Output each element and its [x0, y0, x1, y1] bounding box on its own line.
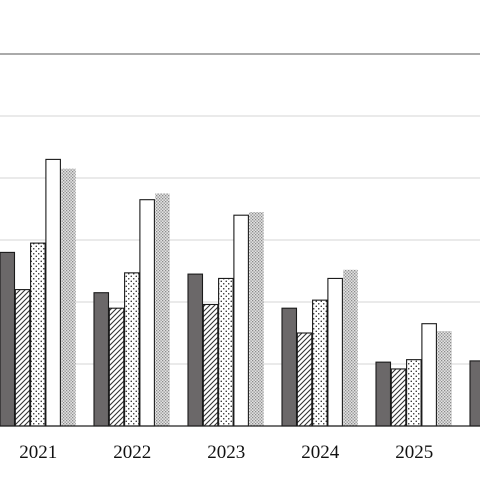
bar-white-2025 [421, 323, 437, 427]
bar-fine-dotted-2024 [343, 269, 358, 426]
bar-dotted-2022 [124, 272, 140, 427]
bar-fine-dotted-2023 [249, 212, 264, 426]
x-tick-label: 2023 [207, 442, 245, 463]
bar-white-2021 [45, 158, 61, 427]
bar-white-2024 [327, 277, 343, 427]
bar-solid-dark-2021 [0, 251, 16, 427]
bar-solid-dark-2025 [375, 361, 392, 427]
bar-fine-dotted-2021 [61, 168, 76, 426]
bar-hatched-2022 [108, 307, 125, 427]
bar-hatched-2025 [390, 368, 407, 427]
bar-dotted-2021 [30, 242, 46, 427]
x-tick-labels: 2021 2022 2023 2024 2025 [19, 442, 433, 463]
bar-fine-dotted-2022 [155, 193, 170, 426]
bar-hatched-2024 [296, 332, 313, 427]
bar-dotted-2024 [312, 299, 328, 427]
bar-dotted-2023 [218, 277, 234, 427]
x-tick-label: 2022 [113, 442, 151, 463]
bar-dotted-2025 [406, 359, 422, 427]
bar-white-2022 [139, 199, 155, 427]
x-tick-label: 2024 [301, 442, 340, 463]
bar-hatched-2021 [14, 289, 31, 427]
bar-solid-dark-partial [469, 360, 480, 427]
bar-solid-dark-2022 [93, 292, 110, 427]
bar-hatched-2023 [202, 303, 219, 427]
x-tick-label: 2025 [395, 442, 433, 463]
bar-solid-dark-2023 [187, 273, 204, 427]
bars [0, 158, 480, 427]
bar-white-2023 [233, 214, 249, 427]
bar-fine-dotted-2025 [437, 331, 452, 426]
x-tick-label: 2021 [19, 442, 57, 463]
bar-solid-dark-2024 [281, 307, 298, 427]
